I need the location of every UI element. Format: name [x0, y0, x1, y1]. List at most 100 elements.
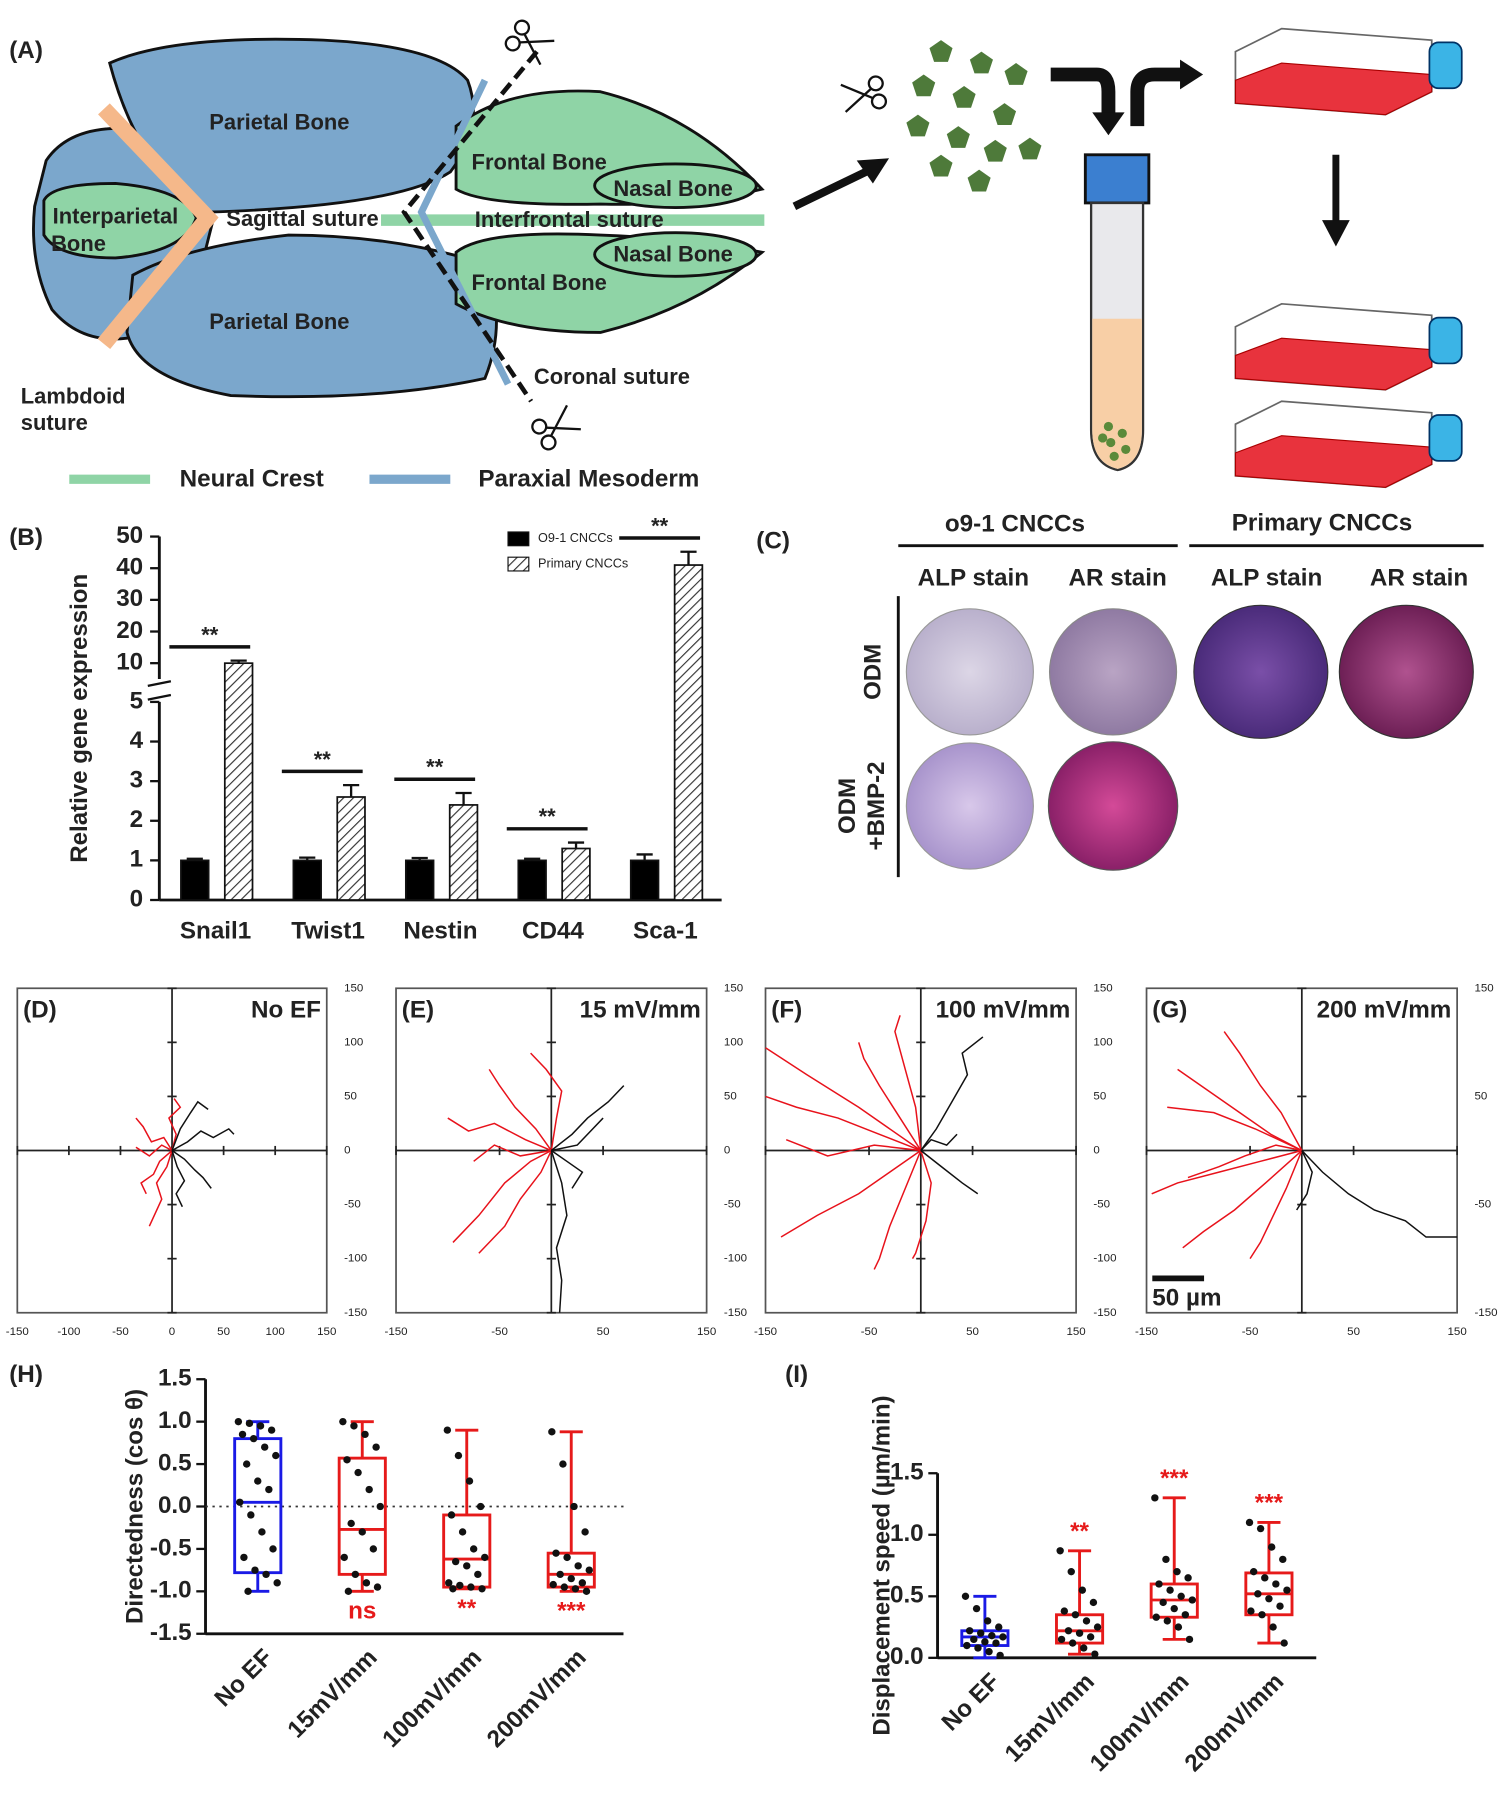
- data-point: [1091, 1650, 1099, 1658]
- data-point: [1056, 1547, 1064, 1555]
- data-point: [351, 1570, 360, 1579]
- data-point: [1159, 1598, 1167, 1607]
- data-point: [581, 1528, 589, 1536]
- stain-label: ALP stain: [918, 564, 1029, 591]
- panel-label: (H): [9, 1361, 43, 1388]
- arrow-head: [1092, 112, 1125, 136]
- condition-label: ODM: [859, 644, 886, 700]
- error-bar: [680, 550, 697, 566]
- bar: [292, 859, 322, 901]
- data-point: [571, 1585, 580, 1593]
- data-point: [272, 1451, 280, 1460]
- data-point: [1086, 1633, 1095, 1641]
- data-point: [578, 1579, 587, 1587]
- x-tick-label: No EF: [209, 1644, 278, 1712]
- data-point: [1166, 1586, 1174, 1594]
- data-point: [1254, 1590, 1262, 1598]
- tube-medium: [1092, 318, 1142, 469]
- data-point: [358, 1528, 366, 1536]
- x-tick-label: Snail1: [180, 918, 251, 945]
- track: [530, 1052, 563, 1151]
- x-tick-label: -50: [861, 1326, 878, 1338]
- track: [452, 1149, 552, 1243]
- legend-label: Primary CNCCs: [538, 556, 628, 570]
- data-point: [1184, 1574, 1192, 1582]
- data-point: [574, 1562, 582, 1570]
- data-point: [447, 1511, 456, 1519]
- data-point: [972, 1604, 981, 1613]
- x-tick-label: 150: [317, 1326, 336, 1338]
- data-point: [963, 1641, 971, 1650]
- x-tick-label: 100mV/mm: [1085, 1668, 1195, 1777]
- data-point: [1280, 1639, 1288, 1647]
- y-tick-label: 40: [116, 554, 143, 581]
- data-point: [985, 1648, 993, 1656]
- data-point: [1269, 1623, 1277, 1631]
- significance: ***: [557, 1597, 586, 1624]
- arrow-head: [1322, 220, 1350, 247]
- data-point: [582, 1587, 591, 1596]
- data-point: [247, 1511, 255, 1519]
- data-point: [549, 1580, 557, 1589]
- data-point: [361, 1430, 369, 1439]
- track: [765, 1095, 922, 1152]
- data-point: [261, 1443, 269, 1451]
- bone-label: Frontal Bone: [472, 270, 607, 295]
- arrow: [1050, 67, 1116, 115]
- y-tick-label: 150: [724, 982, 743, 994]
- flask: [1234, 400, 1463, 489]
- suture-label: Coronal suture: [534, 364, 690, 389]
- data-point: [1272, 1580, 1280, 1588]
- data-point: [254, 1477, 262, 1485]
- panel-label: (F): [771, 997, 802, 1024]
- track: [171, 1149, 212, 1189]
- data-point: [585, 1566, 593, 1574]
- bone-label: Parietal Bone: [209, 110, 349, 135]
- box: [233, 1437, 283, 1575]
- axis-break-mark: [147, 680, 172, 701]
- data-point: [1173, 1568, 1181, 1576]
- box: [442, 1513, 492, 1589]
- box: [337, 1456, 387, 1576]
- track: [135, 1117, 173, 1151]
- bar: [223, 662, 254, 901]
- data-point: [456, 1581, 464, 1590]
- error-bar: [230, 659, 247, 664]
- data-point: [451, 1557, 460, 1566]
- scissors: [839, 74, 889, 116]
- y-tick-label: -50: [1474, 1199, 1491, 1211]
- parietal-bottom: [125, 233, 498, 399]
- data-point: [1279, 1555, 1287, 1564]
- scissors: [528, 402, 584, 454]
- x-tick-label: -50: [112, 1326, 129, 1338]
- panel-label: (I): [785, 1361, 808, 1388]
- x-tick-label: 50: [217, 1326, 230, 1338]
- y-tick-label: 50: [116, 522, 143, 549]
- data-point: [269, 1545, 277, 1553]
- track: [171, 1100, 209, 1151]
- y-tick-label: 2: [130, 806, 143, 833]
- y-tick-label: 150: [1093, 982, 1112, 994]
- stain-label: AR stain: [1069, 564, 1167, 591]
- data-point: [1185, 1635, 1194, 1644]
- data-point: [1082, 1617, 1091, 1625]
- data-point: [559, 1460, 567, 1468]
- data-point: [369, 1545, 378, 1553]
- track: [171, 1150, 186, 1208]
- track: [488, 1068, 552, 1151]
- x-tick-label: 150: [1066, 1326, 1085, 1338]
- y-tick-label: -100: [724, 1253, 747, 1265]
- nasal-top: [593, 162, 758, 209]
- y-tick-label: 30: [116, 585, 143, 612]
- panel-label: (E): [402, 997, 434, 1024]
- well: [1047, 741, 1179, 871]
- chart-title: 100 mV/mm: [936, 997, 1071, 1024]
- x-tick-label: No EF: [937, 1668, 1006, 1736]
- data-point: [1057, 1635, 1066, 1644]
- significance: ***: [1255, 1490, 1284, 1517]
- data-point: [1075, 1629, 1084, 1637]
- significance: **: [457, 1595, 476, 1622]
- y-tick-label: -100: [344, 1253, 367, 1265]
- x-tick-label: 150: [697, 1326, 716, 1338]
- well: [1338, 604, 1474, 739]
